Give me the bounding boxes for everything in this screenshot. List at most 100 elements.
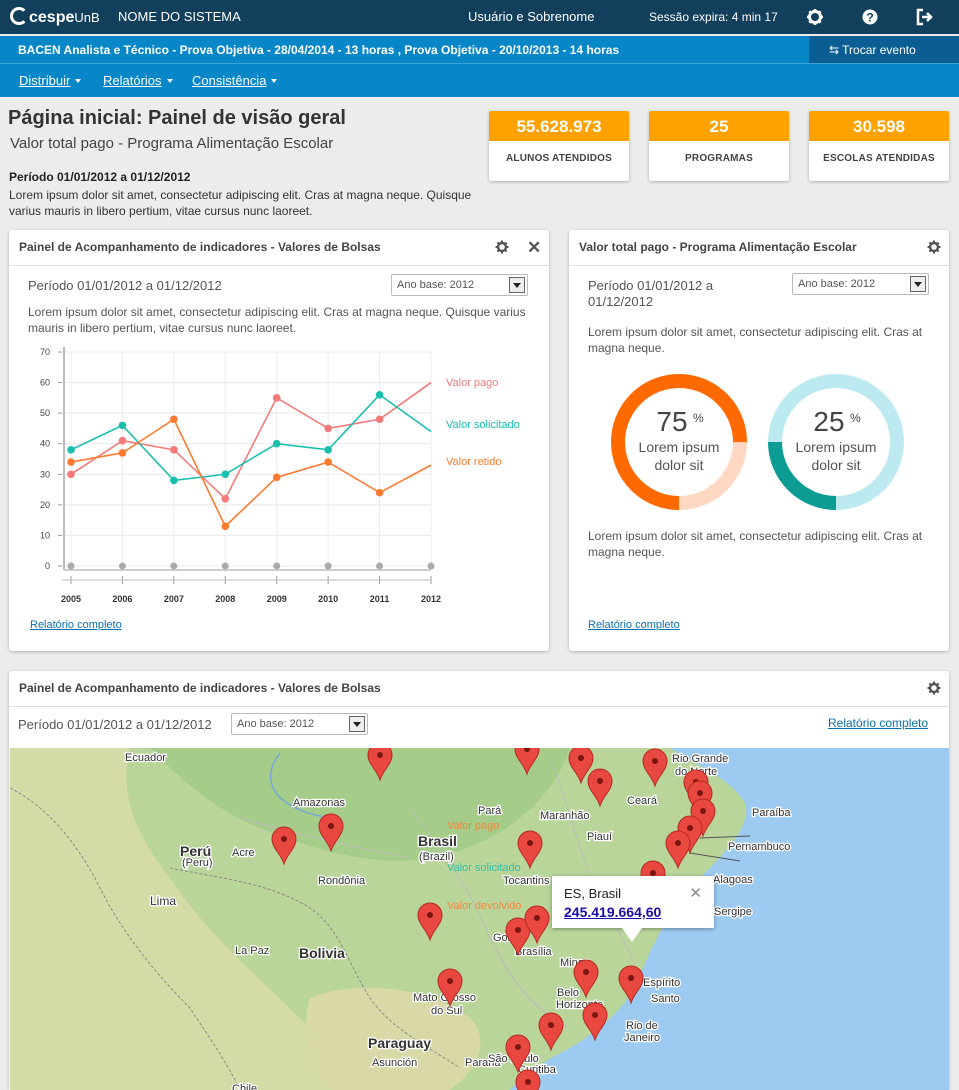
data-point[interactable] [67,470,75,479]
gear-icon[interactable] [806,8,824,26]
map-label: Pará [478,805,502,817]
swap-event-button[interactable]: ⇆ Trocar evento [809,36,959,63]
map-marker-pin[interactable] [618,965,644,1005]
cespe-logo[interactable]: cespeUnB [10,7,100,27]
nav-relatorios[interactable]: Relatórios [103,73,173,88]
data-point[interactable] [67,458,75,466]
gear-icon[interactable] [495,240,509,254]
data-point[interactable] [272,439,281,448]
map-marker-pin[interactable] [582,1002,608,1042]
map-marker-pin[interactable] [437,968,463,1008]
map-marker-pin[interactable] [515,1069,541,1090]
data-point[interactable] [324,458,332,466]
close-icon[interactable]: ✕ [527,238,542,257]
pin-body [665,830,691,870]
pin-dot [525,1079,531,1085]
map-label: Asunción [372,1057,417,1069]
close-icon[interactable]: ✕ [689,885,702,902]
map-marker-pin[interactable] [318,813,344,853]
help-icon[interactable]: ? [861,8,879,26]
data-point[interactable] [170,446,178,454]
data-point[interactable] [272,473,281,482]
map-marker-pin[interactable] [587,768,613,808]
map-marker-pin[interactable] [271,826,297,866]
gear-icon[interactable] [927,240,941,254]
panel-header: Valor total pago - Programa Alimentação … [569,230,949,266]
data-point[interactable] [170,476,178,485]
map-marker-pin[interactable] [505,917,531,957]
pin-dot [548,1022,554,1028]
donut-unit: % [850,411,861,425]
nav-distribuir[interactable]: Distribuir [19,73,82,88]
stat-value: 30.598 [809,111,949,141]
donut-arc [611,374,747,510]
map-marker-pin[interactable] [568,748,594,785]
tooltip-value-link[interactable]: 245.419.664,60 [564,904,662,920]
user-name[interactable]: Usuário e Sobrenome [468,9,595,24]
data-point[interactable] [324,424,332,433]
data-point[interactable] [324,446,332,454]
map-marker-pin[interactable] [665,830,691,870]
data-point[interactable] [118,421,127,430]
full-report-link[interactable]: Relatório completo [588,619,680,631]
map-marker-pin[interactable] [538,1012,564,1052]
y-tick-label: 30 [40,469,50,479]
select-value: Ano base: 2012 [798,278,876,290]
map-label: Belo [557,987,579,999]
x-tick-label: 2010 [318,594,338,604]
pin-body [437,968,463,1008]
south-region [306,987,481,1090]
data-point[interactable] [221,470,230,479]
baseline-point [427,562,435,570]
tooltip-location: ES, Brasil [564,886,622,901]
baseline-point [170,562,178,570]
data-point[interactable] [118,436,127,445]
map-legend-label: Valor devolvido [447,900,521,912]
donut-chart-75: 75 % Lorem ipsum dolor sit [611,374,747,510]
baseline-point [324,562,332,570]
logout-icon[interactable] [916,8,934,26]
nav-consistencia[interactable]: Consistência [192,73,278,88]
data-point[interactable] [221,494,230,503]
stat-value: 25 [649,111,789,141]
map-legend-label: Valor solicitado [447,862,521,874]
pin-dot [700,808,706,814]
x-tick-label: 2007 [164,594,184,604]
pin-dot [650,870,656,876]
full-report-link[interactable]: Relatório completo [30,619,122,631]
data-point[interactable] [375,415,384,424]
full-report-link[interactable]: Relatório completo [828,716,929,730]
data-point[interactable] [170,415,178,424]
map-marker-pin[interactable] [517,830,543,870]
donut-caption: dolor sit [811,457,860,473]
gear-icon[interactable] [927,681,941,695]
brazil-map[interactable]: Ecuador Amazonas Perú (Peru) Acre Rondônia Lim… [10,748,949,1090]
map-label: Alagoas [713,874,753,886]
year-select[interactable]: Ano base: 2012 [391,274,528,296]
data-point[interactable] [221,522,230,531]
map-label: Espírito [643,977,680,989]
map-marker-pin[interactable] [367,748,393,782]
map-marker-pin[interactable] [524,905,550,945]
data-point[interactable] [375,391,384,399]
nav-label: Relatórios [103,73,162,88]
logo-suffix: UnB [74,10,100,25]
map-marker-pin[interactable] [514,748,540,776]
data-point[interactable] [67,446,75,454]
year-select[interactable]: Ano base: 2012 [231,713,368,735]
x-tick-label: 2005 [61,594,81,604]
data-point[interactable] [118,449,127,457]
panel-description: Lorem ipsum dolor sit amet, consectetur … [588,325,923,355]
data-point[interactable] [272,394,281,402]
y-tick-label: 60 [40,378,50,388]
stat-label: ESCOLAS ATENDIDAS [823,153,935,164]
baseline-point [118,562,126,570]
panel-header: Painel de Acompanhamento de indicadores … [9,671,949,707]
map-marker-pin[interactable] [573,959,599,999]
map-marker-pin[interactable] [417,902,443,942]
map-marker-pin[interactable] [642,748,668,788]
data-point[interactable] [375,488,384,497]
year-select[interactable]: Ano base: 2012 [792,273,929,295]
map-marker-pin[interactable] [505,1034,531,1074]
y-tick-label: 10 [40,530,50,540]
